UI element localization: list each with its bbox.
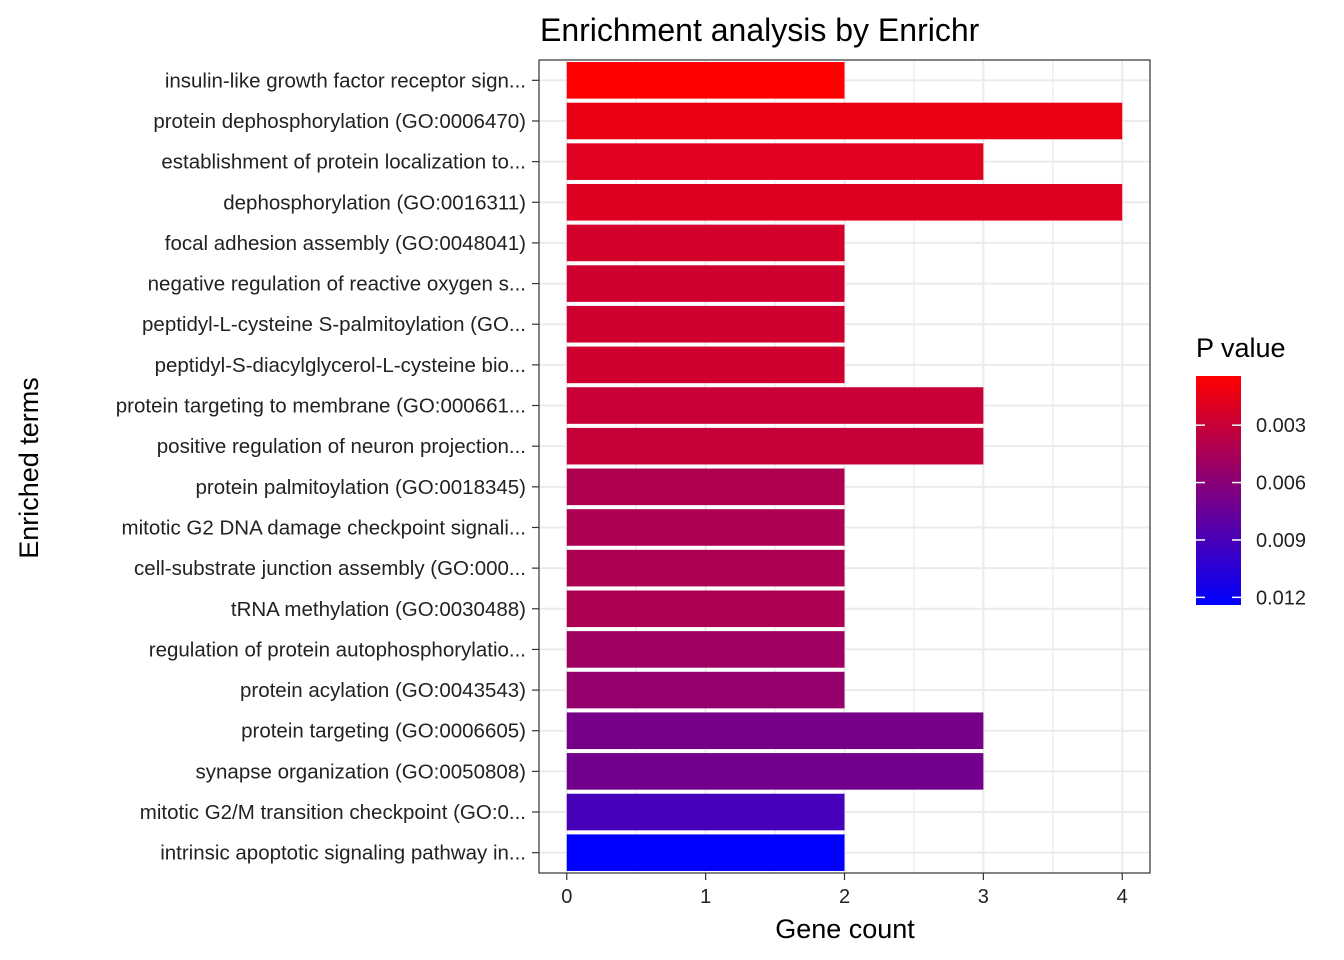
y-axis: insulin-like growth factor receptor sign… — [116, 69, 539, 865]
bar — [566, 509, 845, 546]
y-tick-label: protein targeting (GO:0006605) — [241, 720, 526, 743]
y-tick-label: mitotic G2 DNA damage checkpoint signali… — [122, 516, 527, 539]
y-tick-label: focal adhesion assembly (GO:0048041) — [165, 232, 526, 255]
bar — [566, 183, 1123, 221]
x-axis: 0 1 2 3 4 — [561, 873, 1128, 908]
x-axis-title: Gene count — [775, 914, 915, 944]
bar — [566, 102, 1123, 140]
bar — [566, 305, 845, 343]
legend-tick-label: 0.009 — [1256, 530, 1306, 552]
y-tick-label: insulin-like growth factor receptor sign… — [165, 69, 526, 92]
bar — [566, 549, 845, 587]
y-axis-title: Enriched terms — [14, 377, 44, 559]
bar — [566, 143, 984, 180]
color-legend: P value 0.003 0.006 0.009 0.012 — [1196, 333, 1306, 609]
bar — [566, 671, 845, 709]
bar — [566, 62, 845, 99]
y-tick-label: protein targeting to membrane (GO:000661… — [116, 395, 526, 418]
bars — [566, 62, 1123, 871]
y-tick-label: peptidyl-S-diacylglycerol-L-cysteine bio… — [155, 354, 526, 377]
bar — [566, 712, 984, 750]
x-tick-label: 3 — [978, 886, 989, 908]
chart-title: Enrichment analysis by Enrichr — [540, 12, 980, 48]
y-tick-label: peptidyl-L-cysteine S-palmitoylation (GO… — [142, 313, 526, 336]
y-tick-label: positive regulation of neuron projection… — [157, 435, 526, 458]
bar — [566, 427, 984, 465]
bar — [566, 346, 845, 384]
legend-title: P value — [1196, 333, 1286, 363]
bar — [566, 753, 984, 790]
x-tick-label: 4 — [1117, 886, 1128, 908]
legend-tick-label: 0.006 — [1256, 473, 1306, 495]
y-tick-label: mitotic G2/M transition checkpoint (GO:0… — [140, 801, 526, 824]
y-tick-label: protein acylation (GO:0043543) — [240, 679, 526, 702]
y-tick-label: negative regulation of reactive oxygen s… — [148, 273, 526, 296]
bar — [566, 834, 845, 871]
x-tick-label: 0 — [561, 886, 572, 908]
bar — [566, 468, 845, 506]
x-tick-label: 2 — [839, 886, 850, 908]
legend-tick-label: 0.012 — [1256, 587, 1306, 609]
y-tick-label: intrinsic apoptotic signaling pathway in… — [160, 842, 526, 865]
bar — [566, 590, 845, 628]
legend-colorbar — [1196, 376, 1241, 605]
bar — [566, 387, 984, 424]
x-tick-label: 1 — [700, 886, 711, 908]
y-tick-label: protein palmitoylation (GO:0018345) — [196, 476, 526, 499]
bar — [566, 793, 845, 831]
y-tick-label: protein dephosphorylation (GO:0006470) — [153, 110, 526, 133]
y-tick-label: cell-substrate junction assembly (GO:000… — [134, 557, 526, 580]
legend-tick-label: 0.003 — [1256, 415, 1306, 437]
bar — [566, 224, 845, 262]
y-tick-label: regulation of protein autophosphorylatio… — [149, 638, 526, 661]
y-tick-label: dephosphorylation (GO:0016311) — [223, 191, 526, 214]
bar — [566, 265, 845, 302]
y-tick-label: establishment of protein localization to… — [161, 151, 526, 174]
y-tick-label: tRNA methylation (GO:0030488) — [231, 598, 526, 621]
bar — [566, 631, 845, 668]
y-tick-label: synapse organization (GO:0050808) — [196, 760, 526, 783]
